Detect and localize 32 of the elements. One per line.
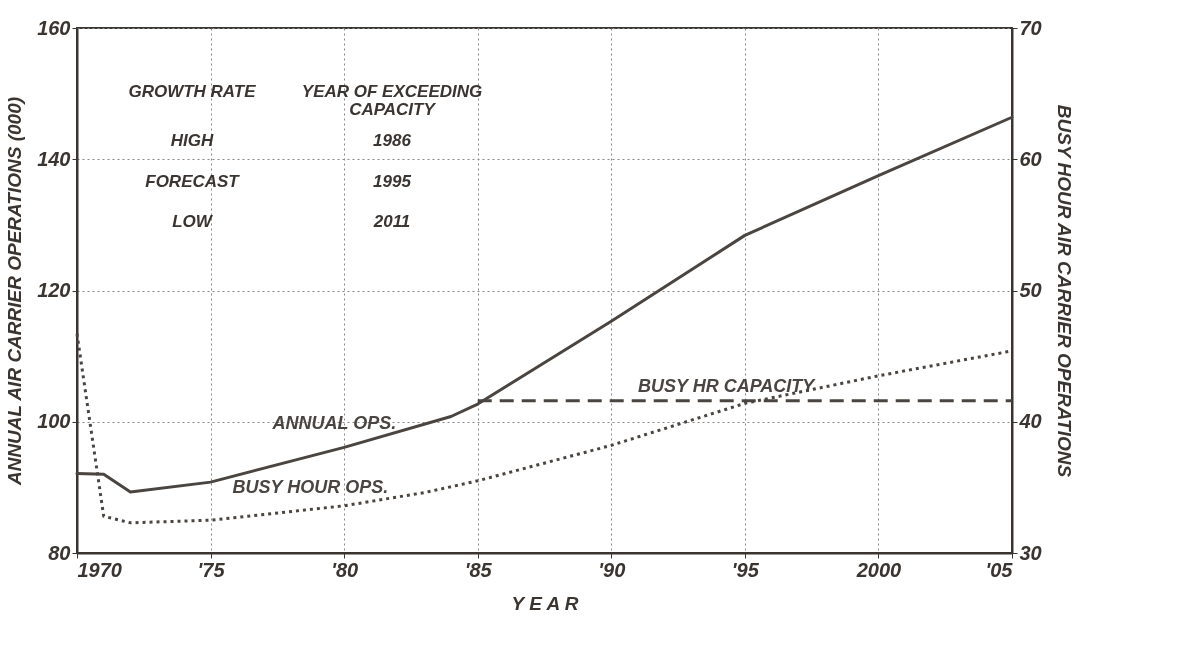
y-tick-label: 160 bbox=[37, 16, 71, 39]
series-label: ANNUAL OPS. bbox=[271, 413, 397, 434]
x-tick-label: '85 bbox=[464, 558, 493, 581]
x-tick-label: '90 bbox=[598, 558, 626, 581]
x-tick-label: 2000 bbox=[855, 558, 902, 581]
x-tick-label: '80 bbox=[331, 558, 359, 581]
y-tick-label: 80 bbox=[48, 541, 71, 564]
annotation: GROWTH RATE bbox=[128, 82, 257, 101]
y2-tick-label: 30 bbox=[1019, 541, 1042, 564]
annotation: LOW bbox=[172, 212, 214, 231]
y2-tick-label: 40 bbox=[1018, 410, 1042, 433]
x-tick-label: 1970 bbox=[77, 558, 122, 581]
annotation: 1995 bbox=[373, 172, 412, 191]
y-axis-title: ANNUAL AIR CARRIER OPERATIONS (000) bbox=[4, 96, 26, 487]
annotation: HIGH bbox=[170, 131, 214, 150]
x-tick-label: '95 bbox=[731, 558, 760, 581]
y-tick-label: 140 bbox=[37, 147, 71, 170]
x-tick-label: '05 bbox=[985, 558, 1014, 581]
y2-tick-label: 70 bbox=[1019, 16, 1042, 39]
y-tick-label: 100 bbox=[37, 410, 71, 433]
y-tick-label: 120 bbox=[37, 279, 71, 301]
annotation: 2011 bbox=[372, 212, 411, 231]
x-axis-title: Y E A R bbox=[511, 592, 579, 614]
series-label: BUSY HR CAPACITY bbox=[638, 375, 817, 396]
y2-tick-label: 50 bbox=[1019, 279, 1042, 301]
annotation: FORECAST bbox=[145, 172, 241, 191]
y2-tick-label: 60 bbox=[1019, 147, 1042, 170]
x-tick-label: '75 bbox=[197, 558, 226, 581]
series-label: BUSY HOUR OPS. bbox=[232, 476, 389, 497]
y2-axis-title: BUSY HOUR AIR CARRIER OPERATIONS bbox=[1053, 104, 1075, 478]
annotation: 1986 bbox=[373, 131, 412, 150]
annotation: YEAR OF EXCEEDING CAPACITY bbox=[301, 82, 483, 119]
